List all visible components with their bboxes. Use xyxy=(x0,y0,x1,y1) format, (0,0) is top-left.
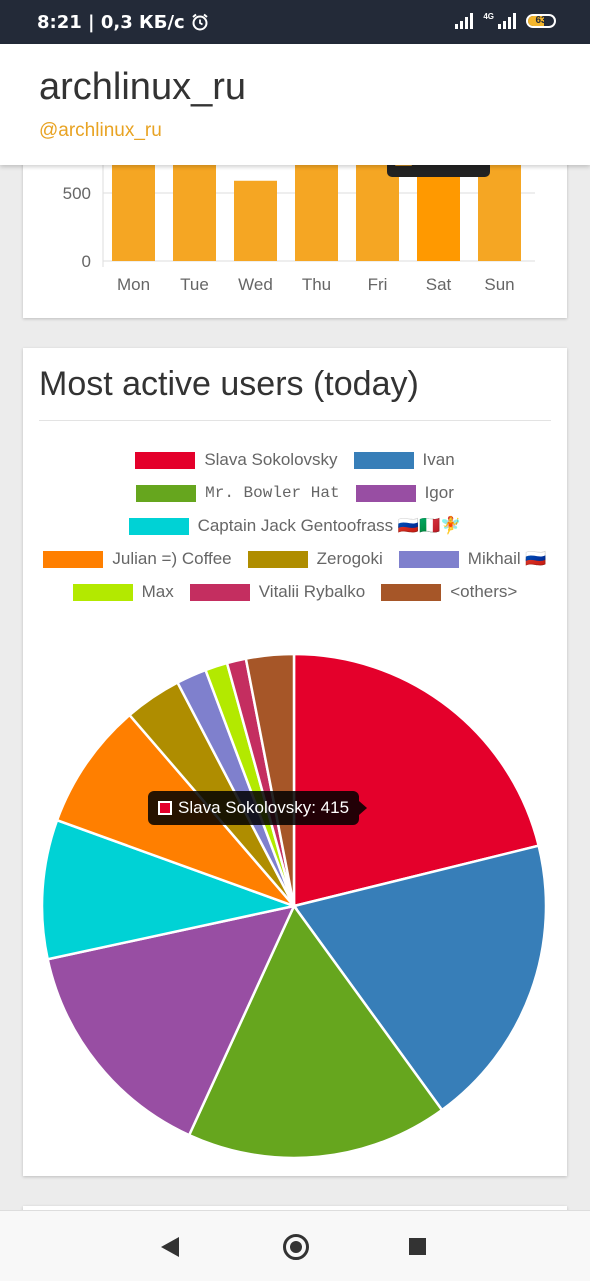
tooltip-label: Slava Sokolovsky: 415 xyxy=(178,798,350,817)
card-heading: Most active users (today) xyxy=(39,365,419,403)
legend-swatch xyxy=(135,451,196,469)
legend-item[interactable]: Ivan xyxy=(353,449,455,471)
channel-title: archlinux_ru xyxy=(39,66,246,108)
battery-icon: 63 xyxy=(526,14,556,28)
weekday-bar-chart[interactable]: 0 500 Mon Tue Wed Thu Fri Sat Sun xyxy=(23,120,567,318)
x-tick-label: Thu xyxy=(302,275,331,294)
legend-label: Vitalii Rybalko xyxy=(258,582,366,601)
bar-tue[interactable] xyxy=(173,157,216,261)
signal-icon-2 xyxy=(498,13,516,29)
legend-label: Mr. Bowler Hat xyxy=(205,484,340,502)
pie-slice-3[interactable] xyxy=(46,904,297,1137)
legend-swatch xyxy=(189,583,250,601)
active-users-pie-chart[interactable] xyxy=(23,348,567,1176)
x-tick-label: Mon xyxy=(117,275,150,294)
legend-label: Mikhail 🇷🇺 xyxy=(467,549,547,568)
navigation-bar xyxy=(0,1210,590,1281)
bar-mon[interactable] xyxy=(112,157,155,261)
status-bar: 8:21 | 0,3 КБ/с 4G 63 xyxy=(0,0,590,44)
legend-item[interactable]: Max xyxy=(72,581,174,603)
y-tick-label: 0 xyxy=(82,252,91,271)
legend-item[interactable]: Mr. Bowler Hat xyxy=(136,482,340,504)
tooltip-swatch xyxy=(158,801,172,815)
legend-item[interactable]: Slava Sokolovsky xyxy=(135,449,338,471)
x-tick-label: Fri xyxy=(368,275,388,294)
bar-thu[interactable] xyxy=(295,157,338,261)
legend-label: Slava Sokolovsky xyxy=(204,450,338,469)
legend-swatch xyxy=(247,550,308,568)
legend-item[interactable]: Mikhail 🇷🇺 xyxy=(398,548,547,570)
legend-swatch xyxy=(136,484,197,502)
legend-label: Captain Jack Gentoofrass 🇷🇺🇮🇹🧚 xyxy=(197,516,462,535)
status-time: 8:21 | 0,3 КБ/с xyxy=(37,12,209,33)
legend-label: Max xyxy=(141,582,174,601)
x-tick-label: Sat xyxy=(426,275,452,294)
legend-swatch xyxy=(355,484,416,502)
x-tick-label: Wed xyxy=(238,275,273,294)
pie-slice-0[interactable] xyxy=(292,652,541,908)
pie-slice-10[interactable] xyxy=(244,652,296,907)
legend-item[interactable]: Julian =) Coffee xyxy=(43,548,232,570)
legend-swatch xyxy=(353,451,414,469)
legend-item[interactable]: Igor xyxy=(355,482,454,504)
legend-swatch xyxy=(43,550,104,568)
x-tick-label: Tue xyxy=(180,275,209,294)
legend-label: Julian =) Coffee xyxy=(112,549,232,568)
back-icon[interactable] xyxy=(161,1237,179,1257)
legend-item[interactable]: Vitalii Rybalko xyxy=(189,581,366,603)
pie-legend: Slava Sokolovsky Ivan Mr. Bowler Hat Igor Ca… xyxy=(23,449,567,603)
legend-label: Igor xyxy=(424,483,454,502)
divider xyxy=(39,420,551,421)
pie-tooltip: Slava Sokolovsky: 415 xyxy=(148,791,368,825)
active-users-card: Most active users (today) Slava Sokolovs… xyxy=(23,348,567,1176)
signal-icon xyxy=(455,13,474,29)
y-tick-label: 500 xyxy=(63,184,91,203)
legend-swatch xyxy=(398,550,459,568)
pie-slice-4[interactable] xyxy=(40,818,299,961)
alarm-icon xyxy=(192,13,208,31)
legend-label: <others> xyxy=(450,582,518,601)
legend-swatch xyxy=(72,583,133,601)
channel-handle[interactable]: @archlinux_ru xyxy=(39,120,162,141)
pie-slice-1[interactable] xyxy=(291,844,548,1112)
home-icon[interactable] xyxy=(283,1234,309,1260)
bar-wed[interactable] xyxy=(234,180,277,261)
pie-slice-2[interactable] xyxy=(187,903,444,1160)
legend-item[interactable]: <others> xyxy=(381,581,517,603)
x-tick-label: Sun xyxy=(484,275,514,294)
legend-label: Ivan xyxy=(422,450,455,469)
legend-label: Zerogoki xyxy=(316,549,383,568)
legend-swatch xyxy=(128,517,189,535)
legend-item[interactable]: Zerogoki xyxy=(247,548,383,570)
signal-4g-icon: 4G xyxy=(483,12,494,21)
app-header: archlinux_ru @archlinux_ru xyxy=(0,44,590,165)
recent-apps-icon[interactable] xyxy=(409,1238,426,1255)
legend-swatch xyxy=(381,583,442,601)
legend-item[interactable]: Captain Jack Gentoofrass 🇷🇺🇮🇹🧚 xyxy=(128,515,462,537)
